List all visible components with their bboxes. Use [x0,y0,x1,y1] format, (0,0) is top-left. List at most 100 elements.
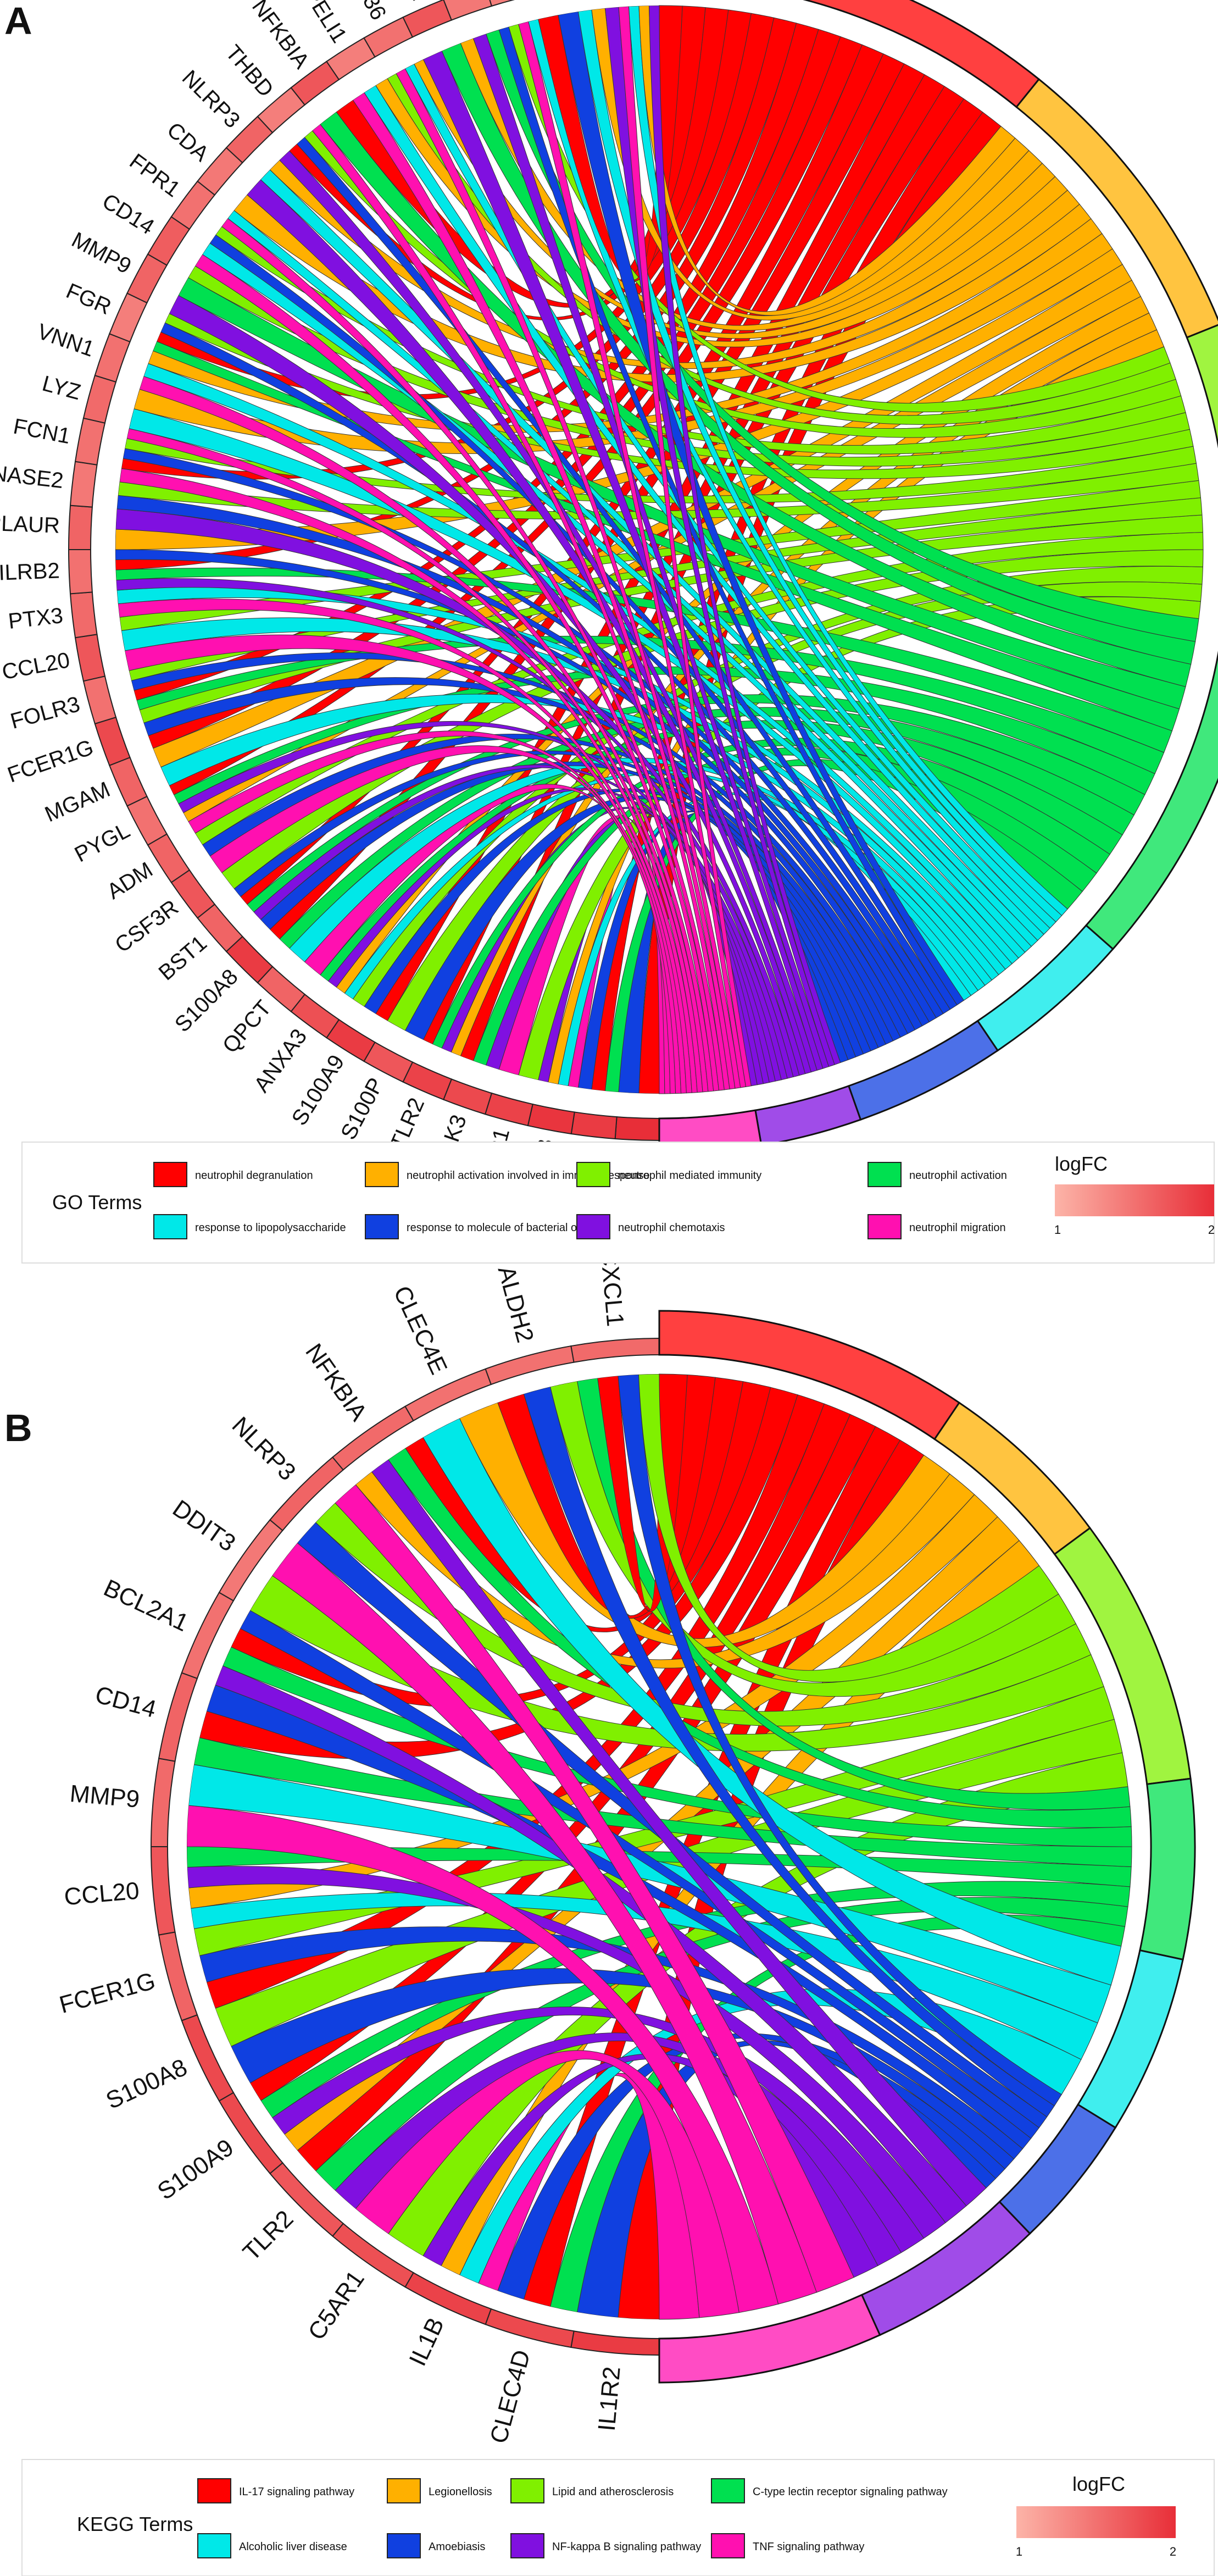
logfc-a-title: logFC [1055,1153,1108,1175]
logfc-a-max-label: 2 [1208,1223,1215,1237]
term-segment [658,2294,881,2384]
gene-label: IL1R2 [593,2366,626,2432]
legend-swatch [365,1162,399,1187]
gene-label: FCN1 [12,414,73,449]
chord-ribbon [371,1459,987,2207]
legend-label: response to lipopolysaccharide [195,1222,346,1234]
gene-label: S100A9 [153,2134,238,2205]
gene-label: TLR2 [238,2205,299,2266]
gene-label: ANXA3 [249,1024,312,1097]
legend-label: NF-kappa B signaling pathway [552,2541,701,2553]
legend-label: response to molecule of bacterial origin [407,1222,598,1234]
gene-label: NLRP3 [227,1412,301,1486]
gene-label: BCL2A1 [99,1574,192,1637]
gene-label: PYGL [71,818,134,867]
gene-label: THBD [221,41,278,102]
legend-swatch [197,2533,231,2558]
legend-swatch [867,1162,902,1187]
panel-b-label: B [4,1406,32,1449]
gene-label: CDA [163,118,214,167]
gene-segment-rnase2 [69,461,98,508]
gene-label: RNASE2 [0,459,65,494]
gene-label: CCL20 [0,648,72,684]
legend-label: IL-17 signaling pathway [239,2486,354,2498]
legend-swatch [387,2533,421,2558]
legend-label: Alcoholic liver disease [239,2541,347,2553]
legend-a: GO Terms neutrophil degranulation neutrop… [21,1142,1215,1264]
gene-label: DDIT3 [168,1495,240,1557]
gene-label: MMP9 [68,228,135,279]
gene-label: CXCL1 [381,0,432,4]
gene-label: CD14 [98,189,158,240]
legend-swatch [387,2478,421,2503]
gene-label: FOLR3 [8,692,82,734]
legend-label: C-type lectin receptor signaling pathway [753,2486,948,2498]
gene-label: PTX3 [7,603,64,634]
term-segment [1139,1777,1196,1961]
gene-segment-s100a12 [614,1116,660,1142]
gene-label: FGR [63,279,115,319]
gene-segment-lilrb2 [68,549,93,595]
legend-swatch [365,1214,399,1239]
gene-label: PLAUR [0,511,60,538]
chord-ribbon [638,1373,1059,1682]
legend-label: Lipid and atherosclerosis [552,2486,674,2498]
legend-swatch [867,1214,902,1239]
gene-label: NLRP3 [177,65,244,132]
gene-label: S100A8 [102,2054,192,2115]
legend-b-title: KEGG Terms [77,2513,193,2535]
gene-label: NFKBIA [300,1339,372,1426]
legend-b: KEGG Terms IL-17 signaling pathway Legion… [21,2459,1215,2576]
gene-label: CSF3R [110,895,183,957]
legend-swatch [576,1162,610,1187]
chord-ribbon [648,5,841,1065]
ribbons [186,1373,1132,2320]
gene-label: S100P [336,1074,388,1144]
legend-label: Legionellosis [429,2486,492,2498]
gene-label: BST1 [154,931,212,985]
term-segment [754,1084,862,1146]
gene-label: FCER1G [57,1967,158,2019]
chord-ribbon [618,1374,1063,2107]
term-segment [1186,324,1218,449]
chord-ribbon [618,6,752,1087]
logfc-b-min-label: 1 [1016,2545,1022,2558]
gene-label: C5AR1 [303,2265,369,2345]
chord-ribbon [628,5,1068,916]
gene-label: MGAM [41,777,114,827]
legend-label: neutrophil activation involved in immune… [407,1170,649,1182]
gene-segment-clec4d [570,1111,618,1140]
gene-label: VNN1 [34,319,97,362]
legend-label: neutrophil activation [909,1170,1007,1182]
gene-label: CLEC4E [388,1282,453,1378]
legend-swatch [711,2478,745,2503]
legend-label: neutrophil migration [909,1222,1006,1234]
legend-swatch [197,2478,231,2503]
gene-label: ZFP36 [338,0,391,24]
legend-swatch [510,2533,544,2558]
gene-label: ADM [103,857,157,904]
chord-diagram-a: S100A12CLEC4DIL1BC5AR1IRAK3TLR2S100PS100… [0,0,1218,1240]
gene-label: ALDH2 [493,1263,539,1345]
ribbons [115,5,1204,1094]
legend-swatch [576,1214,610,1239]
gene-label: PELI1 [299,0,351,47]
gene-label: QPCT [218,996,276,1058]
gene-label: IL1B [404,2313,449,2370]
gene-label: LILRB2 [0,558,60,585]
gene-label: MMP9 [69,1780,141,1813]
gene-segment-ptx3 [69,591,98,639]
legend-label: neutrophil chemotaxis [618,1222,725,1234]
logfc-b-title: logFC [1072,2473,1125,2495]
gene-label: CD14 [92,1681,159,1723]
term-ring [658,0,1218,1155]
logfc-a-gradient [1055,1184,1214,1216]
legend-swatch [711,2533,745,2558]
logfc-a-min-label: 1 [1054,1223,1061,1237]
logfc-b-max-label: 2 [1170,2545,1176,2558]
panel-a-label: A [4,0,32,42]
chord-ribbon [486,29,1199,642]
gene-label: S100A9 [287,1051,349,1130]
